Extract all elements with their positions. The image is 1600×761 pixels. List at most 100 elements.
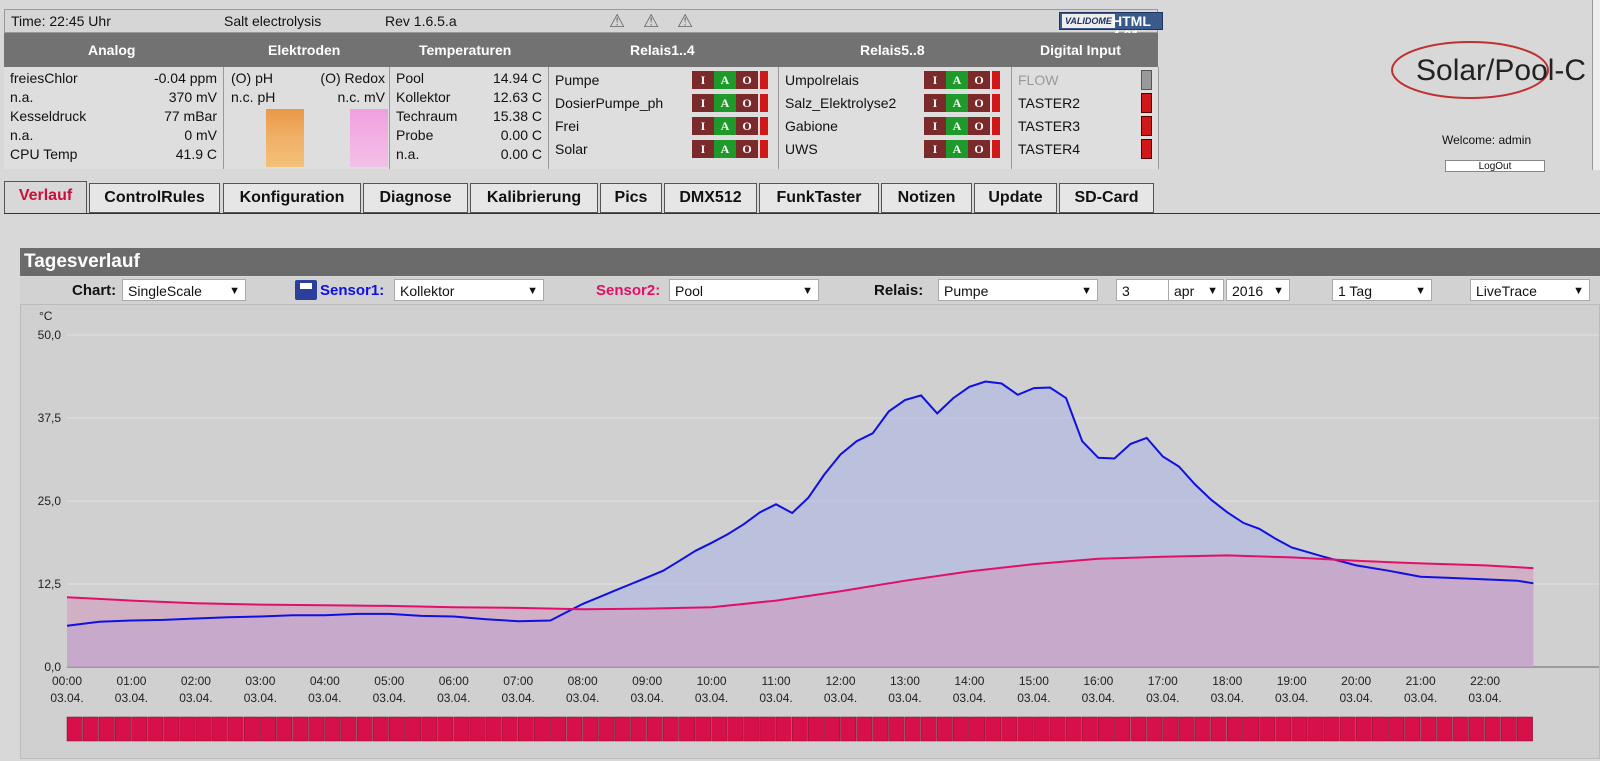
relay-auto-button[interactable]: A [946,71,968,89]
tab-controlrules[interactable]: ControlRules [89,183,220,213]
redox-value: n.c. mV [337,89,385,105]
relay-state-segment [147,716,164,742]
chevron-down-icon: ▼ [527,285,538,297]
analog-label: CPU Temp [10,146,78,162]
solar-pool-logo: Solar/Pool-C [1390,40,1600,102]
relay-state-segment [1500,716,1517,742]
relay-on-button[interactable]: O [736,140,758,158]
tab-update[interactable]: Update [974,183,1057,213]
relay-state-segment [1049,716,1066,742]
tab-pics[interactable]: Pics [600,183,662,213]
relay-state-led [760,117,768,135]
relay-off-button[interactable]: I [692,71,714,89]
warning-icon[interactable]: ⚠ [643,11,660,31]
tab-konfiguration[interactable]: Konfiguration [223,183,361,213]
range-select[interactable]: 1 Tag ▼ [1332,279,1432,301]
relay-auto-button[interactable]: A [946,94,968,112]
day-chart: °C 0,0 12,5 25,0 37,5 50,0 00:00 03.04. 01:00 0… [20,304,1600,759]
relay-state-segment [711,716,728,742]
relais-select[interactable]: Pumpe ▼ [938,279,1098,301]
relay-off-button[interactable]: I [692,94,714,112]
relay-auto-button[interactable]: A [946,117,968,135]
relay-auto-button[interactable]: A [714,71,736,89]
ph-value: n.c. pH [231,89,276,105]
save-icon[interactable] [295,280,317,300]
relay-on-button[interactable]: O [968,140,990,158]
sensor1-value: Kollektor [400,283,455,299]
logout-button[interactable]: LogOut [1445,160,1545,172]
series-area [67,555,1534,667]
relay-state-led [992,117,1000,135]
y-tick-label: 37,5 [38,411,62,425]
relay-on-button[interactable]: O [968,71,990,89]
relay-state-segment [1259,716,1276,742]
relay-on-button[interactable]: O [968,117,990,135]
relay-state-segment [340,716,357,742]
relay-auto-button[interactable]: A [714,140,736,158]
relay-state-segment [1372,716,1388,742]
warning-icon[interactable]: ⚠ [677,11,694,31]
tab-sd-card[interactable]: SD-Card [1059,183,1154,213]
relay-auto-button[interactable]: A [714,94,736,112]
year-select[interactable]: 2016 ▼ [1226,279,1290,301]
validome-badge[interactable]: VALIDOME HTML 4.01 [1059,12,1163,42]
tab-bar: Verlauf ControlRules Konfiguration Diagn… [4,181,1600,214]
relay-off-button[interactable]: I [692,117,714,135]
trace-select[interactable]: LiveTrace ▼ [1470,279,1590,301]
digital-input-panel: FLOW TASTER2 TASTER3 TASTER4 [1012,67,1159,169]
x-tick-date: 03.04. [1017,691,1050,705]
tab-verlauf[interactable]: Verlauf [4,181,87,213]
relay-off-button[interactable]: I [924,117,946,135]
y-tick-label: 25,0 [38,494,62,508]
header-relais1: Relais1..4 [630,42,695,58]
chart-svg: °C 0,0 12,5 25,0 37,5 50,0 00:00 03.04. 01:00 0… [38,309,1600,742]
revision-text: Rev 1.6.5.a [385,13,457,29]
relay-off-button[interactable]: I [924,71,946,89]
month-select[interactable]: apr ▼ [1168,279,1224,301]
status-bar: Time: 22:45 Uhr Salt electrolysis Rev 1.… [4,9,1163,42]
tab-funktaster[interactable]: FunkTaster [759,183,879,213]
relay-off-button[interactable]: I [924,140,946,158]
relay-state-segment [469,716,486,742]
chart-type-select[interactable]: SingleScale ▼ [122,279,246,301]
relay-state-segment [98,716,115,742]
relay-label: Gabione [785,118,838,134]
relay-label: Salz_Elektrolyse2 [785,95,897,111]
relay-state-segment [421,716,438,742]
sensor1-select[interactable]: Kollektor ▼ [394,279,544,301]
scrollbar[interactable] [1592,0,1600,170]
chart-type-label: Chart: [72,282,117,299]
y-tick-label: 12,5 [38,577,62,591]
relay-on-button[interactable]: O [736,117,758,135]
relay-auto-button[interactable]: A [714,117,736,135]
tab-notizen[interactable]: Notizen [881,183,972,213]
relay-state-segment [824,716,840,742]
relay-state-segment [1484,716,1501,742]
relay-on-button[interactable]: O [968,94,990,112]
relay-on-button[interactable]: O [736,94,758,112]
tab-kalibrierung[interactable]: Kalibrierung [470,183,598,213]
header-analog: Analog [88,42,136,58]
x-tick-time: 20:00 [1341,674,1371,688]
sensor2-select[interactable]: Pool ▼ [669,279,819,301]
ph-label: (O) pH [231,70,273,86]
series-line [66,380,1534,627]
relay-auto-button[interactable]: A [946,140,968,158]
relay-on-button[interactable]: O [736,71,758,89]
relay-state-segment [936,716,953,742]
relay-state-segment [1146,716,1163,742]
analog-label: Kesseldruck [10,108,87,124]
relay-state-segment [308,716,325,742]
relay-off-button[interactable]: I [924,94,946,112]
tab-diagnose[interactable]: Diagnose [363,183,468,213]
relay-state-segment [276,716,293,742]
relay-state-segment [1355,716,1372,742]
x-tick-date: 03.04. [824,691,857,705]
relay-state-segment [292,716,309,742]
warning-icon[interactable]: ⚠ [609,11,626,31]
relay-off-button[interactable]: I [692,140,714,158]
tab-dmx512[interactable]: DMX512 [664,183,757,213]
relay-state-segment [856,716,873,742]
relay-state-segment [614,716,631,742]
